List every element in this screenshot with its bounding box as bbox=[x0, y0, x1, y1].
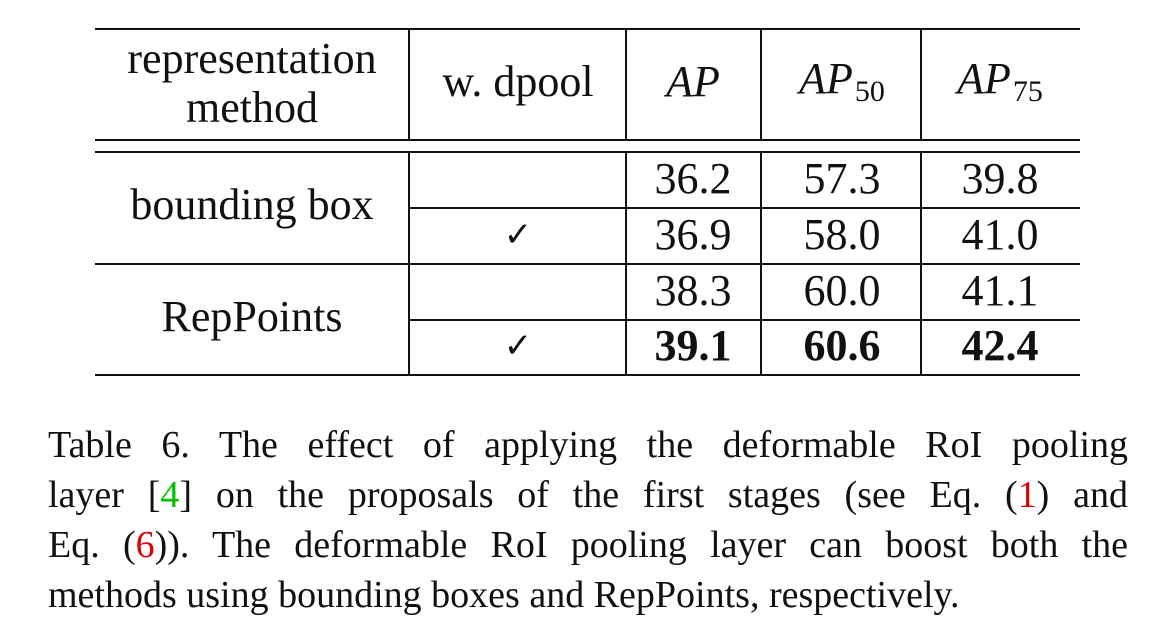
caption-line: Eq. (6)). The deformable RoI pooling lay… bbox=[48, 520, 1128, 570]
caption-line: methods using bounding boxes and RepPoin… bbox=[48, 574, 960, 616]
table-cell-ap50-best: 60.6 bbox=[803, 321, 881, 370]
equation-link[interactable]: 6 bbox=[135, 524, 155, 566]
col-rule bbox=[760, 28, 762, 141]
bottom-rule bbox=[95, 374, 1080, 376]
header-ap: AP bbox=[666, 60, 720, 104]
caption-line: Table 6. The effect of applying the defo… bbox=[48, 424, 1128, 466]
method-reppoints: RepPoints bbox=[161, 292, 343, 341]
header-ap75-sub: 75 bbox=[1012, 75, 1043, 108]
header-double-rule-bottom bbox=[95, 151, 1080, 153]
table-cell-ap: 36.2 bbox=[654, 154, 732, 203]
method-bounding-box: bounding box bbox=[130, 180, 374, 229]
header-ap-text: AP bbox=[666, 57, 720, 106]
table-cell-ap50: 58.0 bbox=[803, 210, 881, 259]
header-ap50-sub: 50 bbox=[854, 75, 885, 108]
caption-line: layer [4] on the proposals of the first … bbox=[48, 470, 1128, 520]
header-ap75-base: AP bbox=[957, 54, 1011, 103]
header-double-rule-top bbox=[95, 139, 1080, 141]
header-ap50-base: AP bbox=[799, 54, 853, 103]
table-cell-ap50: 57.3 bbox=[803, 154, 881, 203]
header-w-dpool: w. dpool bbox=[442, 57, 594, 106]
table-cell-ap75-best: 42.4 bbox=[961, 321, 1039, 370]
header-representation-method: representation method bbox=[127, 34, 377, 132]
table-cell-ap: 36.9 bbox=[654, 210, 732, 259]
caption-text: ) and bbox=[1036, 474, 1128, 516]
table-cell-ap75: 39.8 bbox=[961, 154, 1039, 203]
col-rule bbox=[920, 151, 922, 376]
table-cell-ap75: 41.1 bbox=[961, 266, 1039, 315]
header-ap75: AP75 bbox=[957, 57, 1043, 107]
header-ap50: AP50 bbox=[799, 57, 885, 107]
equation-link[interactable]: 1 bbox=[1017, 474, 1037, 516]
table-caption: Table 6. The effect of applying the defo… bbox=[48, 420, 1128, 620]
citation-link[interactable]: 4 bbox=[160, 474, 180, 516]
row-rule bbox=[408, 207, 1080, 209]
group-rule bbox=[95, 263, 1080, 265]
table-cell-ap50: 60.0 bbox=[803, 266, 881, 315]
caption-text: )). The deformable RoI pooling layer can… bbox=[154, 524, 1129, 566]
col-rule bbox=[920, 28, 922, 141]
col-rule bbox=[408, 28, 410, 141]
caption-text: layer [ bbox=[48, 474, 161, 516]
col-rule bbox=[625, 28, 627, 141]
table-cell-ap: 38.3 bbox=[654, 266, 732, 315]
caption-text: Eq. ( bbox=[48, 524, 136, 566]
check-icon: ✓ bbox=[503, 326, 533, 366]
table-cell-ap75: 41.0 bbox=[961, 210, 1039, 259]
top-rule bbox=[95, 28, 1080, 30]
col-rule bbox=[408, 151, 410, 376]
table-cell-ap-best: 39.1 bbox=[654, 321, 732, 370]
check-icon: ✓ bbox=[503, 215, 533, 255]
col-rule bbox=[760, 151, 762, 376]
row-rule bbox=[408, 319, 1080, 321]
caption-text: ] on the proposals of the first stages (… bbox=[179, 474, 1018, 516]
col-rule bbox=[625, 151, 627, 376]
results-table: representation method w. dpool AP AP50 A… bbox=[95, 28, 1080, 376]
